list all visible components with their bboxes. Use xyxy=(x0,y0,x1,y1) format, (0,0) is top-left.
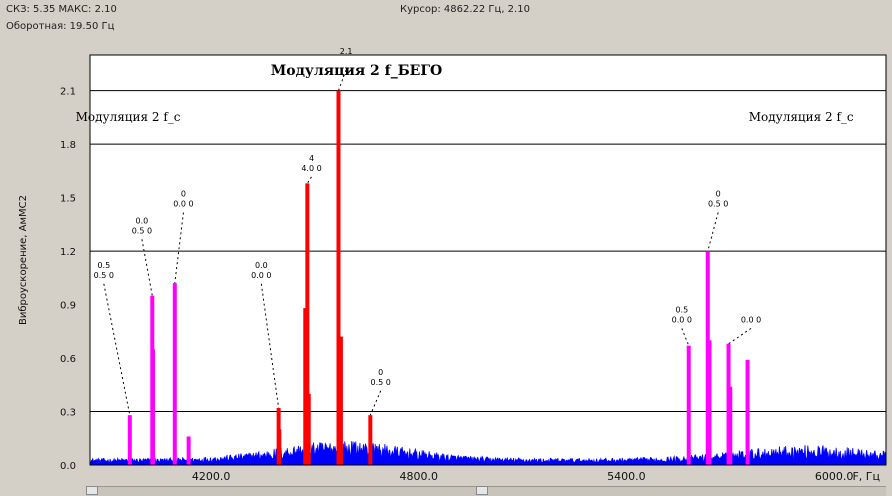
peak-label: 2.1 xyxy=(340,47,353,56)
y-tick-label: 0.9 xyxy=(60,301,76,312)
peak-leader xyxy=(681,328,690,346)
peak-label: 0.0 xyxy=(255,261,268,270)
peak-leader xyxy=(103,283,131,416)
left-annotation: Модуляция 2 f_с xyxy=(76,110,181,124)
y-tick-label: 1.8 xyxy=(60,140,76,151)
y-axis-label: Виброускорение, АмМС2 xyxy=(18,195,29,325)
peak-label: 0 xyxy=(181,190,186,199)
cursor-info-bar: СКЗ: 5.35 МАКС: 2.10 Курсор: 4862.22 Гц,… xyxy=(0,0,892,46)
x-tick-label: 4200.0 xyxy=(192,470,231,483)
peak-label: 0.0 0 xyxy=(251,271,271,280)
chart-title: Модуляция 2 f_БЕГО xyxy=(271,63,442,79)
peak-label: 0 xyxy=(716,190,721,199)
peak-label: 0.0 0 xyxy=(672,315,692,324)
y-tick-label: 0.0 xyxy=(60,461,76,472)
y-tick-label: 0.3 xyxy=(60,408,76,419)
peak-label: 4 xyxy=(309,154,314,163)
peak-label: 0.0 xyxy=(136,216,149,225)
peak-label: 0.5 0 xyxy=(132,226,152,235)
peak-label: 4.0 0 xyxy=(301,164,321,173)
y-tick-label: 0.6 xyxy=(60,354,76,365)
peak-leader xyxy=(260,283,280,409)
y-tick-label: 2.1 xyxy=(60,87,76,98)
peak-label: 0.5 xyxy=(97,261,110,270)
plot-border xyxy=(89,54,887,466)
scroll-thumb[interactable] xyxy=(476,486,488,495)
x-tick-label: 6000.0 xyxy=(815,470,854,483)
peak-label: 0.5 0 xyxy=(94,271,114,280)
scroll-left-button[interactable] xyxy=(86,486,98,495)
peak-label: 0.0 0 xyxy=(741,315,761,324)
noise-floor xyxy=(89,441,887,466)
peak-label: 0.5 xyxy=(675,305,688,314)
peak-label: 0.5 0 xyxy=(371,378,391,387)
rotation-speed-readout: Оборотная: 19.50 Гц xyxy=(6,21,115,32)
x-axis-label: F, Гц xyxy=(852,470,880,483)
peak-leader xyxy=(338,69,347,91)
cursor-readout: Курсор: 4862.22 Гц, 2.10 xyxy=(400,4,530,15)
peak-leader xyxy=(707,212,719,252)
peak-leader xyxy=(306,176,312,184)
right-annotation: Модуляция 2 f_с xyxy=(749,110,854,124)
y-tick-label: 1.5 xyxy=(60,194,76,205)
rms-max-readout: СКЗ: 5.35 МАКС: 2.10 xyxy=(6,4,117,15)
peak-leader xyxy=(174,212,184,284)
x-tick-label: 4800.0 xyxy=(400,470,439,483)
peak-label: 0.5 0 xyxy=(708,200,728,209)
peak-label: 0.0 0 xyxy=(173,200,193,209)
x-tick-label: 5400.0 xyxy=(607,470,646,483)
y-tick-label: 1.2 xyxy=(60,247,76,258)
peak-label: 0 xyxy=(378,368,383,377)
